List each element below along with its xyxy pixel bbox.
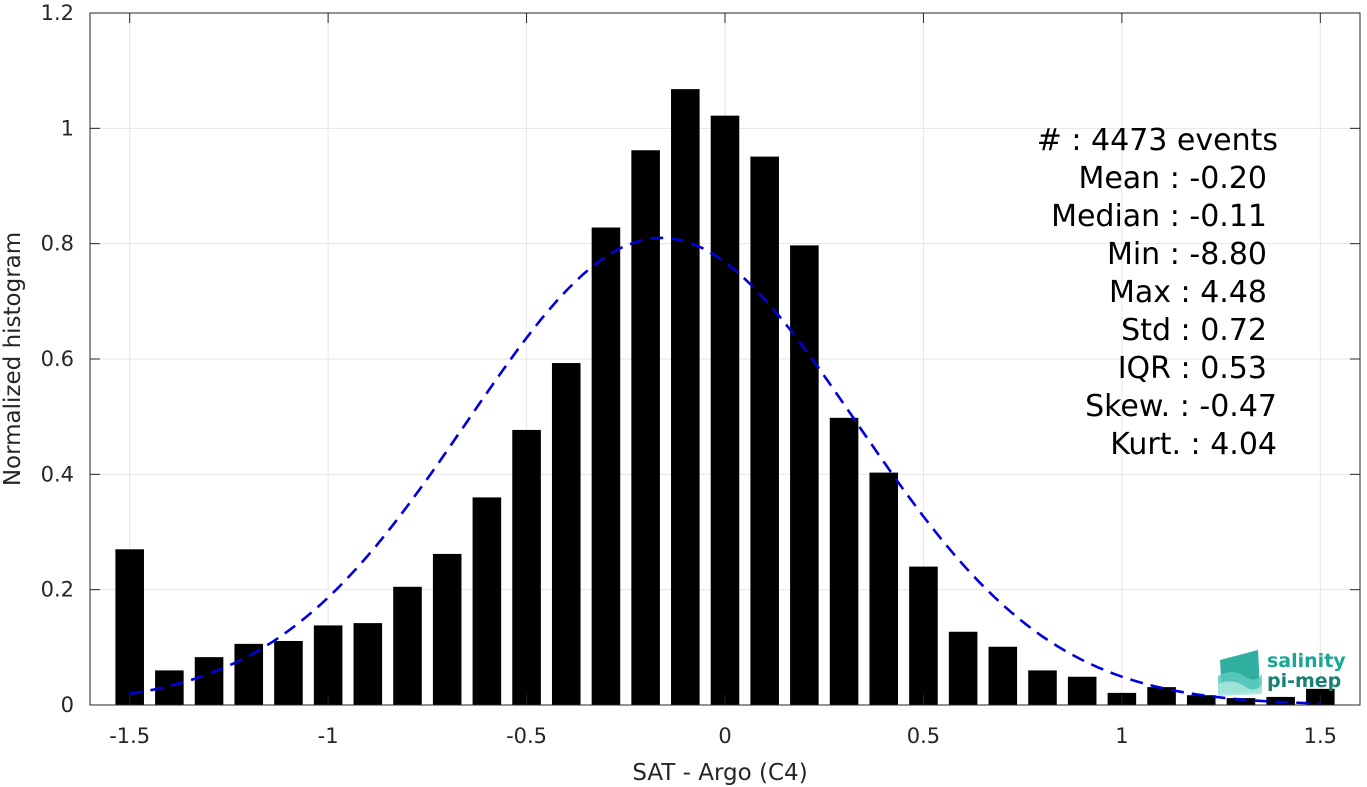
histogram-bar xyxy=(115,549,144,705)
logo-text-line1: salinity xyxy=(1267,650,1346,672)
histogram-bar xyxy=(194,657,224,705)
histogram-bar xyxy=(313,625,343,705)
logo-wave-icon xyxy=(1218,650,1262,696)
stat-iqr: IQR : 0.53 xyxy=(1118,351,1267,386)
x-tick-label: 0.5 xyxy=(907,724,940,748)
gaussian-fit-curve xyxy=(129,236,1321,705)
histogram-bar xyxy=(869,472,899,705)
histogram-bar xyxy=(1067,676,1097,705)
y-axis-label: Normalized histogram xyxy=(0,232,26,486)
histogram-bar xyxy=(551,363,581,705)
stat-count: # : 4473 events xyxy=(1037,123,1278,158)
histogram-bar xyxy=(671,89,700,706)
histogram-bar xyxy=(432,553,462,705)
histogram-bar xyxy=(909,566,938,705)
stats-box: # : 4473 events Mean : -0.20 Median : -0… xyxy=(1037,123,1278,462)
histogram-bar xyxy=(591,227,621,705)
x-tick-label: 1 xyxy=(1115,724,1128,748)
histogram-bar xyxy=(750,156,779,706)
y-tick-label: 0.8 xyxy=(41,232,74,256)
histogram-bar xyxy=(988,646,1018,705)
histogram-bar xyxy=(631,150,660,705)
stat-mean: Mean : -0.20 xyxy=(1078,161,1267,196)
x-axis-label: SAT - Argo (C4) xyxy=(632,760,807,786)
y-tick-label: 0.6 xyxy=(41,347,74,371)
y-tick-label: 1 xyxy=(61,116,74,140)
histogram-bar xyxy=(1147,687,1176,705)
y-tick-label: 0.2 xyxy=(41,578,74,602)
stat-median: Median : -0.11 xyxy=(1051,199,1267,234)
stat-std: Std : 0.72 xyxy=(1121,313,1267,348)
histogram-bar xyxy=(948,631,978,705)
x-tick-label: -1 xyxy=(318,724,339,748)
x-tick-label: 0 xyxy=(718,724,731,748)
y-tick-label: 0 xyxy=(61,693,74,717)
histogram-bar xyxy=(274,640,303,705)
tick-labels: -1.5 -1 -0.5 0 0.5 1 1.5 0 0.2 0.4 0.6 0.8 1 1.2 xyxy=(41,1,1337,748)
stat-kurt: Kurt. : 4.04 xyxy=(1110,427,1277,462)
histogram-bar xyxy=(393,586,422,705)
y-tick-label: 1.2 xyxy=(41,1,74,25)
histogram-bar xyxy=(472,497,502,705)
axes xyxy=(89,12,1361,706)
logo-text-line2: pi-mep xyxy=(1267,670,1341,692)
histogram-bar xyxy=(829,417,859,705)
stat-skew: Skew. : -0.47 xyxy=(1085,389,1277,424)
y-tick-label: 0.4 xyxy=(41,462,74,486)
histogram-bar xyxy=(710,115,740,705)
histogram-bar xyxy=(790,245,819,705)
histogram-bar xyxy=(1226,698,1256,705)
stat-min: Min : -8.80 xyxy=(1107,237,1267,272)
x-tick-label: -0.5 xyxy=(506,724,547,748)
histogram-bar xyxy=(353,623,383,705)
stat-max: Max : 4.48 xyxy=(1109,275,1267,310)
bars xyxy=(115,89,1335,706)
histogram-bar xyxy=(1186,695,1216,705)
x-tick-label: 1.5 xyxy=(1304,724,1337,748)
x-tick-label: -1.5 xyxy=(109,724,150,748)
salinity-pi-mep-logo: salinity pi-mep xyxy=(1218,650,1346,696)
histogram-bar xyxy=(1028,670,1057,705)
histogram-bar xyxy=(512,429,541,705)
histogram-bar xyxy=(234,643,264,705)
